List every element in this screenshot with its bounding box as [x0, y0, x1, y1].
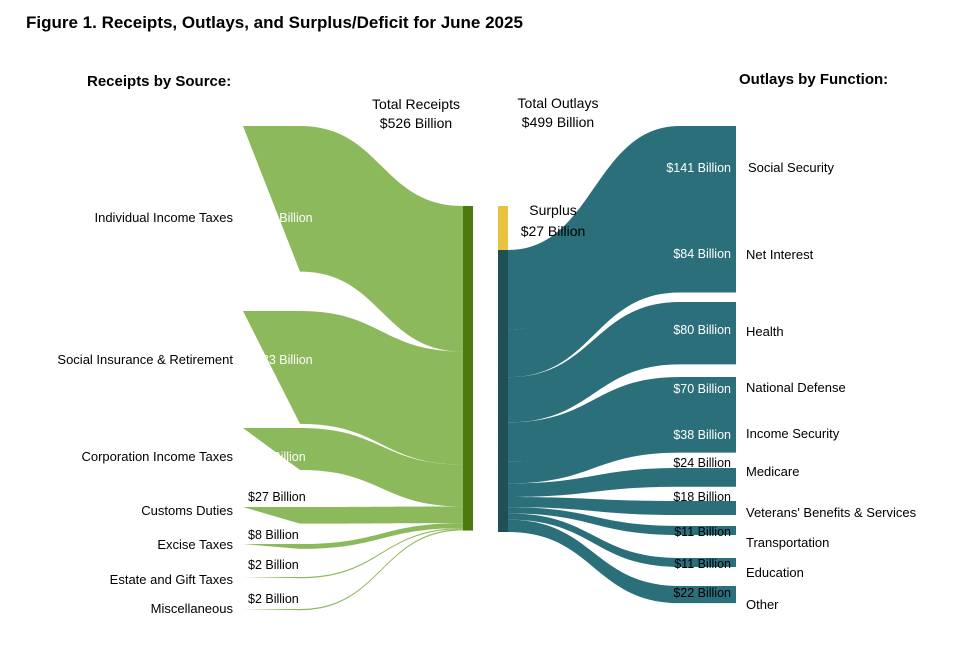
outlay-label-veterans-benefits-services: Veterans' Benefits & Services — [746, 505, 917, 520]
total-outlays-bar — [498, 249, 508, 532]
outlay-flow-net-interest — [508, 227, 736, 378]
outlay-flow-education — [508, 513, 736, 567]
outlay-flow-income-security — [508, 423, 736, 484]
outlay-value-medicare: $24 Billion — [673, 456, 731, 470]
receipt-label-social-insurance-retirement: Social Insurance & Retirement — [57, 352, 233, 367]
receipt-flow-miscellaneous — [243, 529, 463, 611]
outlay-label-education: Education — [746, 565, 804, 580]
total-receipts-label: Total Receipts — [372, 96, 460, 112]
outlay-flow-social-security — [508, 126, 736, 330]
surplus-label: Surplus — [529, 202, 576, 218]
outlay-label-other: Other — [746, 597, 779, 612]
receipt-value-individual-income-taxes: $236 Billion — [248, 211, 313, 225]
receipt-value-estate-gift-taxes: $2 Billion — [248, 558, 299, 572]
receipt-value-excise-taxes: $8 Billion — [248, 528, 299, 542]
outlay-label-transportation: Transportation — [746, 535, 829, 550]
outlay-label-net-interest: Net Interest — [746, 247, 814, 262]
outlay-flow-other — [508, 519, 736, 604]
receipt-value-customs-duties: $27 Billion — [248, 490, 306, 504]
outlay-label-national-defense: National Defense — [746, 380, 846, 395]
outlay-value-other: $22 Billion — [673, 586, 731, 600]
outlays-heading: Outlays by Function: — [739, 71, 888, 88]
outlay-label-medicare: Medicare — [746, 464, 799, 479]
surplus-bar — [498, 206, 508, 250]
receipt-flow-corporation-income-taxes — [243, 428, 463, 507]
receipt-flow-estate-gift-taxes — [243, 528, 463, 579]
outlay-value-social-security: $141 Billion — [666, 161, 731, 175]
outlay-label-health: Health — [746, 324, 784, 339]
outlay-flow-transportation — [508, 507, 736, 535]
receipt-flow-excise-taxes — [243, 523, 463, 549]
receipt-flow-individual-income-taxes — [243, 126, 463, 352]
total-outlays-label: Total Outlays — [518, 95, 599, 111]
receipt-flow-customs-duties — [243, 506, 463, 524]
outlay-label-income-security: Income Security — [746, 426, 840, 441]
bar-layer — [463, 206, 508, 532]
outlay-value-income-security: $38 Billion — [673, 428, 731, 442]
figure-title: Figure 1. Receipts, Outlays, and Surplus… — [26, 13, 523, 32]
total-outlays-value: $499 Billion — [522, 114, 594, 130]
receipt-label-miscellaneous: Miscellaneous — [151, 601, 234, 616]
receipt-label-estate-gift-taxes: Estate and Gift Taxes — [110, 572, 234, 587]
receipt-value-social-insurance-retirement: $183 Billion — [248, 353, 313, 367]
receipt-label-excise-taxes: Excise Taxes — [157, 537, 233, 552]
total-receipts-value: $526 Billion — [380, 115, 452, 131]
receipt-value-corporation-income-taxes: $68 Billion — [248, 450, 306, 464]
receipt-value-miscellaneous: $2 Billion — [248, 592, 299, 606]
outlay-flow-national-defense — [508, 377, 736, 462]
receipts-heading: Receipts by Source: — [87, 73, 231, 90]
outlay-value-education: $11 Billion — [674, 557, 731, 571]
outlay-value-veterans-benefits-services: $18 Billion — [673, 490, 731, 504]
outlay-flow-veterans-benefits-services — [508, 496, 736, 516]
flow-layer — [243, 126, 736, 611]
outlay-label-social-security: Social Security — [748, 160, 834, 175]
label-layer: Individual Income Taxes $236 Billion Socia… — [57, 160, 916, 616]
outlay-flow-health — [508, 302, 736, 423]
outlay-value-net-interest: $84 Billion — [673, 247, 731, 261]
receipt-label-corporation-income-taxes: Corporation Income Taxes — [81, 449, 233, 464]
outlay-flow-medicare — [508, 468, 736, 497]
outlay-value-health: $80 Billion — [673, 323, 731, 337]
receipt-label-customs-duties: Customs Duties — [141, 503, 233, 518]
receipt-flow-social-insurance-retirement — [243, 311, 463, 465]
outlay-value-national-defense: $70 Billion — [673, 382, 731, 396]
surplus-value: $27 Billion — [521, 223, 586, 239]
total-receipts-bar — [463, 206, 473, 531]
outlay-value-transportation: $11 Billion — [674, 525, 731, 539]
receipt-label-individual-income-taxes: Individual Income Taxes — [94, 210, 233, 225]
